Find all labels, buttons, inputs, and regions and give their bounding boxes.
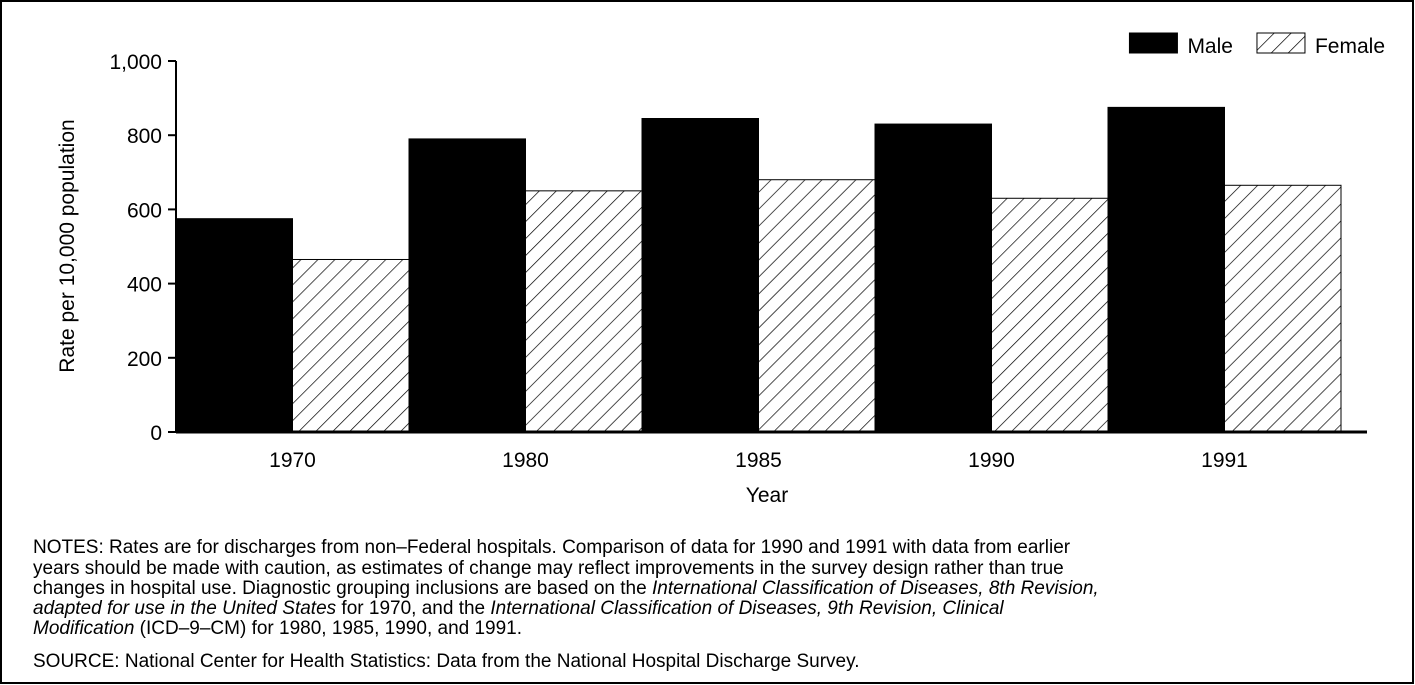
note-text: years should be made with caution, as es… bbox=[33, 558, 1064, 579]
x-tick-label: 1980 bbox=[502, 449, 549, 472]
y-tick-label: 600 bbox=[127, 199, 162, 222]
x-tick-label: 1990 bbox=[968, 449, 1015, 472]
bar bbox=[525, 190, 643, 433]
x-tick-label: 1970 bbox=[269, 449, 316, 472]
bar bbox=[175, 218, 293, 433]
bar bbox=[991, 197, 1109, 433]
bar bbox=[874, 123, 992, 433]
x-tick-label: 1991 bbox=[1201, 449, 1248, 472]
y-tick-label: 800 bbox=[127, 125, 162, 148]
note-text: International Classification of Diseases… bbox=[490, 598, 1004, 619]
note-line: years should be made with caution, as es… bbox=[33, 558, 1064, 579]
bar bbox=[758, 179, 876, 433]
bar bbox=[1107, 106, 1225, 433]
note-text: adapted for use in the United States bbox=[33, 598, 337, 619]
note-text: International Classification of Diseases… bbox=[652, 578, 1099, 599]
note-line: Modification (ICD–9–CM) for 1980, 1985, … bbox=[33, 618, 522, 639]
x-tick-label: 1985 bbox=[735, 449, 782, 472]
note-text: for 1970, and the bbox=[336, 598, 490, 619]
note-text: changes in hospital use. Diagnostic grou… bbox=[33, 578, 652, 599]
note-text: NOTES: Rates are for discharges from non… bbox=[33, 537, 1071, 558]
note-text: (ICD–9–CM) for 1980, 1985, 1990, and 199… bbox=[134, 618, 522, 639]
bar bbox=[292, 258, 410, 433]
legend-swatch bbox=[1128, 32, 1178, 54]
bar bbox=[1224, 184, 1342, 433]
legend-swatch bbox=[1256, 32, 1306, 54]
legend-label: Female bbox=[1315, 35, 1385, 58]
x-axis-label: Year bbox=[746, 484, 788, 507]
bar bbox=[641, 118, 759, 433]
y-tick-label: 200 bbox=[127, 348, 162, 371]
legend-label: Male bbox=[1187, 35, 1233, 58]
bar bbox=[408, 138, 526, 433]
y-tick-label: 0 bbox=[150, 422, 162, 445]
note-line: changes in hospital use. Diagnostic grou… bbox=[33, 578, 1099, 599]
y-axis-label: Rate per 10,000 population bbox=[56, 119, 79, 372]
note-line: adapted for use in the United States for… bbox=[33, 598, 1004, 619]
source: SOURCE: National Center for Health Stati… bbox=[33, 651, 859, 672]
note-text: Modification bbox=[33, 618, 134, 639]
note-line: NOTES: Rates are for discharges from non… bbox=[33, 537, 1071, 558]
y-tick-label: 400 bbox=[127, 274, 162, 297]
y-tick-label: 1,000 bbox=[109, 51, 162, 74]
